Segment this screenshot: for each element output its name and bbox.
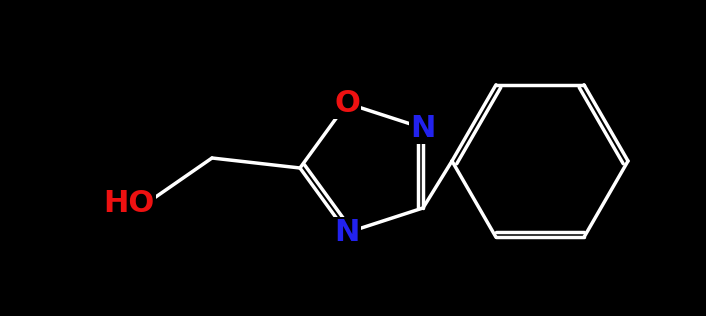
Text: N: N — [335, 218, 359, 247]
Text: O: O — [334, 89, 360, 118]
Text: HO: HO — [103, 189, 155, 217]
Text: N: N — [410, 113, 436, 143]
